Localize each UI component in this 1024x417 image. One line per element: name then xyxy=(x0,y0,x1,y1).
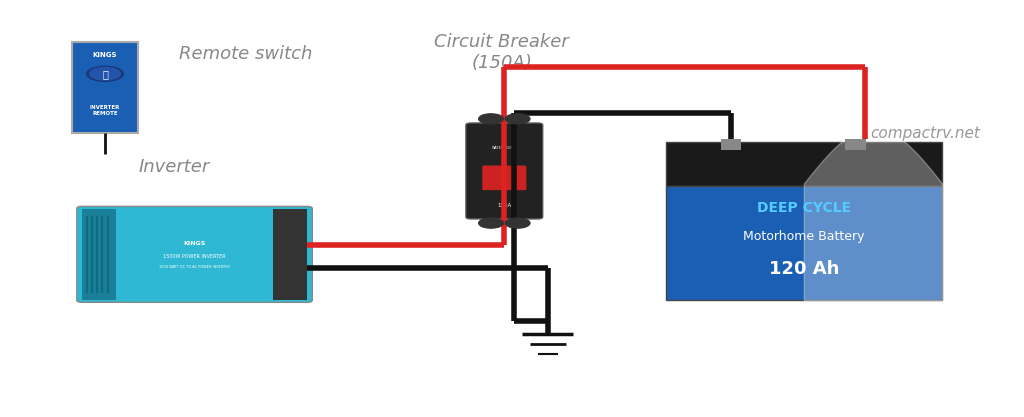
Text: Inverter: Inverter xyxy=(138,158,210,176)
Text: ⏻: ⏻ xyxy=(102,69,108,79)
Bar xyxy=(846,139,866,150)
Bar xyxy=(273,208,307,300)
Text: Circuit Breaker
(150A): Circuit Breaker (150A) xyxy=(434,33,569,72)
Text: Remote switch: Remote switch xyxy=(179,45,312,63)
Circle shape xyxy=(86,66,124,81)
FancyBboxPatch shape xyxy=(77,206,312,302)
Text: 1500 WATT DC TO AC POWER INVERTER: 1500 WATT DC TO AC POWER INVERTER xyxy=(159,265,230,269)
Circle shape xyxy=(479,114,504,124)
Text: 120 Ah: 120 Ah xyxy=(769,259,839,278)
Text: WATERPROOF: WATERPROOF xyxy=(493,146,516,150)
Bar xyxy=(721,139,741,150)
Text: DEEP CYCLE: DEEP CYCLE xyxy=(757,201,851,215)
FancyBboxPatch shape xyxy=(72,42,138,133)
Circle shape xyxy=(90,68,121,80)
Text: 150A: 150A xyxy=(498,203,511,208)
Text: Motorhome Battery: Motorhome Battery xyxy=(743,230,864,244)
Bar xyxy=(666,142,942,186)
Circle shape xyxy=(479,218,504,228)
Text: KINGS: KINGS xyxy=(183,241,206,246)
Text: INVERTER
REMOTE: INVERTER REMOTE xyxy=(90,105,120,116)
Bar xyxy=(82,208,116,300)
FancyBboxPatch shape xyxy=(466,123,543,219)
Text: 1500W POWER INVERTER: 1500W POWER INVERTER xyxy=(163,254,226,259)
Text: KINGS: KINGS xyxy=(93,52,117,58)
FancyBboxPatch shape xyxy=(482,166,526,190)
Circle shape xyxy=(506,218,530,228)
Text: compactrv.net: compactrv.net xyxy=(870,126,980,141)
Bar xyxy=(666,186,942,300)
Circle shape xyxy=(506,114,530,124)
